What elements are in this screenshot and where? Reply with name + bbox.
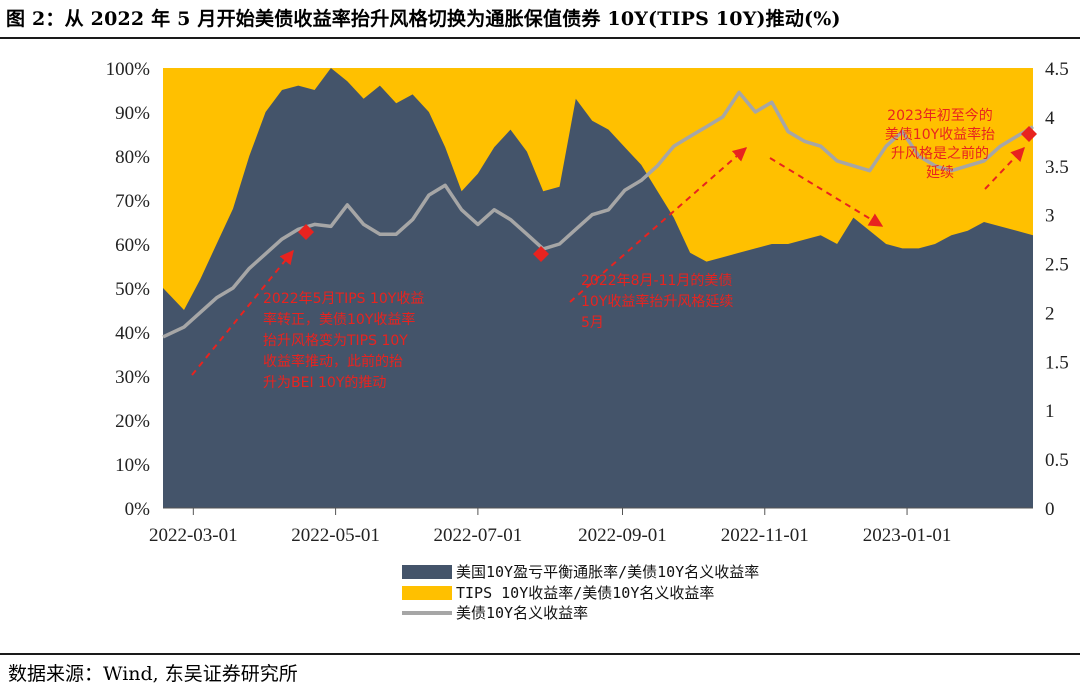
y-left-tick-label: 60% [115, 235, 150, 256]
annotation-text: 2023年初至今的美债10Y收益率抬升风格是之前的延续 [885, 107, 995, 181]
marker-diamond [298, 224, 314, 240]
y-left-tick-label: 80% [115, 147, 150, 168]
legend-label: 美国10Y盈亏平衡通胀率/美债10Y名义收益率 [456, 563, 759, 581]
x-tick-label: 2022-05-01 [291, 525, 380, 546]
y-left-tick-label: 10% [115, 455, 150, 476]
legend-label: 美债10Y名义收益率 [456, 604, 588, 622]
y-right-tick-label: 3.5 [1045, 157, 1069, 178]
annotation-line: 美债10Y收益率抬 [885, 126, 995, 143]
annotation-text: 2022年8月-11月的美债 10Y收益率抬升风格延续 5月 [581, 273, 733, 331]
nominal-yield-line [162, 90, 1034, 339]
annotation-line: 升为BEI 10Y的推动 [263, 375, 386, 391]
y-right-tick-label: 0 [1045, 499, 1055, 520]
y-right-tick-label: 4.5 [1045, 59, 1069, 80]
annotation-line: 2023年初至今的 [887, 107, 993, 124]
annotation-line: 率转正，美债10Y收益率 [263, 311, 415, 328]
marker-diamond [1021, 126, 1037, 142]
legend-swatch [402, 586, 452, 600]
annotation-line: 收益率推动，此前的抬 [263, 353, 403, 370]
annotation-line: 5月 [581, 315, 604, 331]
x-tick-label: 2022-09-01 [578, 525, 667, 546]
y-left-tick-label: 0% [125, 499, 151, 520]
y-left-tick-label: 90% [115, 103, 150, 124]
y-right-tick-label: 4 [1045, 108, 1055, 129]
y-right-tick-label: 2 [1045, 303, 1055, 324]
annotation-line: 升风格是之前的 [891, 145, 989, 162]
annotation-line: 延续 [926, 164, 954, 181]
title-divider [0, 37, 1080, 39]
trend-arrow [191, 249, 294, 376]
trend-arrow [984, 146, 1025, 190]
annotation-line: 2022年8月-11月的美债 [581, 273, 732, 289]
x-tick-label: 2022-07-01 [434, 525, 523, 546]
y-left-tick-label: 70% [115, 191, 150, 212]
marker-diamond [533, 246, 549, 262]
y-left-tick-label: 30% [115, 367, 150, 388]
y-left-tick-label: 20% [115, 411, 150, 432]
data-source: 数据来源：Wind, 东吴证券研究所 [8, 663, 298, 685]
x-tick-label: 2022-11-01 [721, 525, 809, 546]
bei-ratio-area [163, 68, 1033, 508]
y-right-tick-label: 2.5 [1045, 255, 1069, 276]
source-divider [0, 653, 1080, 655]
y-left-tick-label: 100% [106, 59, 151, 80]
y-right-tick-label: 3 [1045, 206, 1055, 227]
legend-label: TIPS 10Y收益率/美债10Y名义收益率 [456, 584, 714, 602]
annotation-text: 2022年5月TIPS 10Y收益率转正，美债10Y收益率抬升风格变为TIPS … [263, 291, 424, 391]
trend-arrow [569, 147, 748, 303]
y-right-tick-label: 0.5 [1045, 450, 1069, 471]
y-left-tick-label: 40% [115, 323, 150, 344]
annotation-line: 抬升风格变为TIPS 10Y [263, 333, 408, 349]
y-left-tick-label: 50% [115, 279, 150, 300]
legend-swatch [402, 565, 452, 579]
chart: 0% 10% 20% 30% 40% 50% 60% 70% 80% 90% 100% 0 0.5 1 1.… [106, 59, 1069, 622]
y-right-tick-label: 1.5 [1045, 352, 1069, 373]
x-tick-label: 2023-01-01 [863, 525, 952, 546]
annotation-line: 10Y收益率抬升风格延续 [581, 293, 733, 310]
page-title: 图 2：从 2022 年 5 月开始美债收益率抬升风格切换为通胀保值债券 10Y… [6, 8, 841, 30]
x-tick-label: 2022-03-01 [149, 525, 238, 546]
y-right-tick-label: 1 [1045, 401, 1055, 422]
annotation-line: 2022年5月TIPS 10Y收益 [263, 291, 424, 307]
